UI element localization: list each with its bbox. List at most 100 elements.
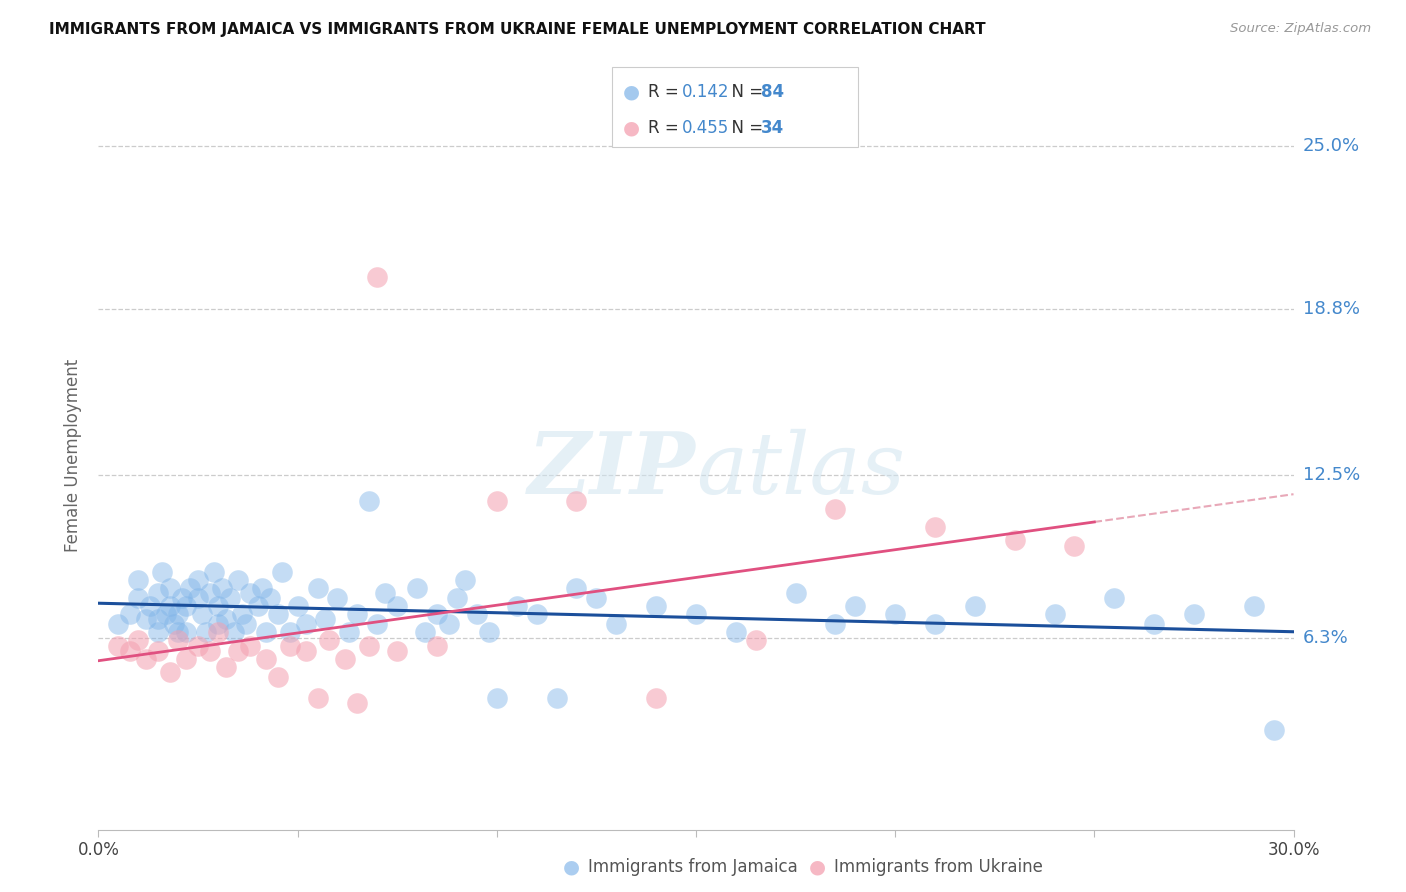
Point xyxy=(174,599,197,613)
Point xyxy=(195,625,218,640)
Point xyxy=(239,639,262,653)
Text: ZIP: ZIP xyxy=(529,428,696,512)
Point xyxy=(406,581,429,595)
Point xyxy=(645,691,668,706)
Point xyxy=(167,607,190,621)
Point xyxy=(326,591,349,606)
Text: 12.5%: 12.5% xyxy=(1303,466,1361,483)
Point xyxy=(107,639,129,653)
Point xyxy=(1243,599,1265,613)
Point xyxy=(485,691,508,706)
Point xyxy=(231,607,253,621)
Point xyxy=(339,625,361,640)
Point xyxy=(645,599,668,613)
Point xyxy=(318,633,340,648)
Point xyxy=(120,607,142,621)
Point xyxy=(207,617,229,632)
Text: Immigrants from Jamaica: Immigrants from Jamaica xyxy=(588,858,797,876)
Text: 18.8%: 18.8% xyxy=(1303,300,1360,318)
Point xyxy=(294,617,316,632)
Point xyxy=(254,625,277,640)
Point xyxy=(267,607,290,621)
Text: 84: 84 xyxy=(761,83,783,101)
Point xyxy=(198,586,221,600)
Point xyxy=(278,639,301,653)
Point xyxy=(287,599,309,613)
Point xyxy=(585,591,607,606)
Point xyxy=(198,644,221,658)
Point xyxy=(150,565,173,579)
Point xyxy=(267,670,290,684)
Point xyxy=(963,599,986,613)
Point xyxy=(226,573,249,587)
Point xyxy=(526,607,548,621)
Point xyxy=(1063,539,1085,553)
Point xyxy=(159,599,181,613)
Point xyxy=(215,659,238,673)
Point xyxy=(155,607,177,621)
Point xyxy=(446,591,468,606)
Point xyxy=(437,617,460,632)
Point xyxy=(335,651,357,665)
Text: 34: 34 xyxy=(761,119,785,136)
Point xyxy=(207,599,229,613)
Point xyxy=(844,599,866,613)
Point xyxy=(187,591,209,606)
Text: 0.455: 0.455 xyxy=(682,119,730,136)
Point xyxy=(359,494,381,508)
Point xyxy=(191,607,214,621)
Text: 6.3%: 6.3% xyxy=(1303,629,1348,647)
Text: ●: ● xyxy=(562,857,579,877)
Text: IMMIGRANTS FROM JAMAICA VS IMMIGRANTS FROM UKRAINE FEMALE UNEMPLOYMENT CORRELATI: IMMIGRANTS FROM JAMAICA VS IMMIGRANTS FR… xyxy=(49,22,986,37)
Point xyxy=(135,651,157,665)
Text: R =: R = xyxy=(648,83,685,101)
Point xyxy=(174,651,197,665)
Point xyxy=(179,581,201,595)
Point xyxy=(226,644,249,658)
Point xyxy=(485,494,508,508)
Point xyxy=(139,599,162,613)
Point xyxy=(207,625,229,640)
Point xyxy=(270,565,292,579)
Point xyxy=(294,644,316,658)
Point xyxy=(385,644,409,658)
Point xyxy=(1263,723,1285,737)
Point xyxy=(413,625,436,640)
Point xyxy=(172,591,194,606)
Point xyxy=(159,665,181,679)
Point xyxy=(546,691,568,706)
Point xyxy=(148,612,170,626)
Text: ●: ● xyxy=(623,82,640,102)
Point xyxy=(724,625,747,640)
Point xyxy=(202,565,225,579)
Point xyxy=(1143,617,1166,632)
Point xyxy=(174,625,197,640)
Text: 0.142: 0.142 xyxy=(682,83,730,101)
Point xyxy=(167,633,190,648)
Point xyxy=(924,520,946,534)
Point xyxy=(278,625,301,640)
Point xyxy=(346,607,368,621)
Point xyxy=(307,581,329,595)
Text: N =: N = xyxy=(721,119,769,136)
Point xyxy=(1043,607,1066,621)
Point xyxy=(148,644,170,658)
Point xyxy=(426,607,449,621)
Point xyxy=(1004,533,1026,548)
Point xyxy=(565,581,588,595)
Point xyxy=(259,591,281,606)
Point xyxy=(366,270,388,285)
Point xyxy=(465,607,488,621)
Text: Immigrants from Ukraine: Immigrants from Ukraine xyxy=(834,858,1043,876)
Point xyxy=(239,586,262,600)
Text: N =: N = xyxy=(721,83,769,101)
Text: Source: ZipAtlas.com: Source: ZipAtlas.com xyxy=(1230,22,1371,36)
Point xyxy=(167,625,190,640)
Point xyxy=(250,581,273,595)
Point xyxy=(107,617,129,632)
Point xyxy=(127,633,149,648)
Point xyxy=(219,591,242,606)
Point xyxy=(346,697,368,711)
Point xyxy=(426,639,449,653)
Point xyxy=(359,639,381,653)
